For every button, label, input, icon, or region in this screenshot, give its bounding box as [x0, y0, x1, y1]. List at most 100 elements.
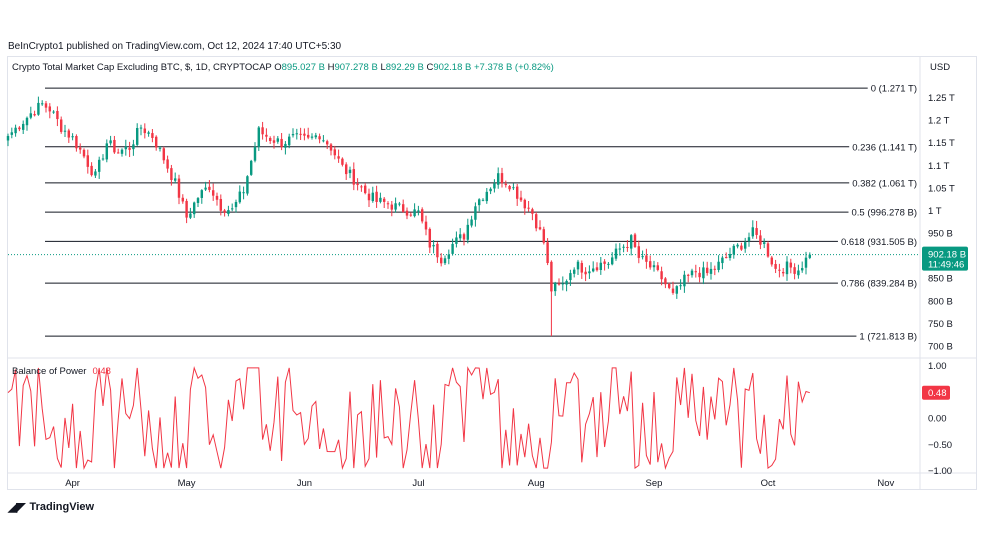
candle-body: [120, 149, 124, 154]
candle-body: [500, 173, 504, 184]
candle-body: [59, 119, 63, 132]
candle-body: [766, 243, 770, 257]
candle-body: [588, 271, 591, 274]
fib-level-label: 0 (1.271 T): [871, 84, 917, 95]
candle-body: [394, 203, 397, 210]
candle-body: [276, 138, 280, 142]
price-tick-label: 1.2 T: [928, 116, 950, 127]
candle-body: [295, 133, 299, 135]
candle-body: [447, 254, 451, 259]
candle-body: [211, 190, 215, 196]
candle-body: [356, 183, 359, 186]
candle-body: [675, 286, 679, 294]
candle-body: [538, 227, 542, 230]
candle-body: [90, 165, 93, 176]
fib-label-bg: [837, 235, 920, 249]
candle-body: [299, 133, 302, 135]
candle-body: [230, 208, 234, 210]
candle-body: [542, 229, 546, 243]
candle-body: [622, 246, 625, 248]
candle-body: [736, 244, 739, 247]
candle-body: [686, 274, 690, 276]
candle-body: [40, 103, 44, 105]
price-badge-value: 902.18 B: [928, 250, 966, 261]
price-tick-label: 850 B: [928, 274, 953, 285]
candle-body: [177, 178, 181, 198]
candle-body: [679, 285, 682, 287]
fib-level-label: 0.618 (931.505 B): [841, 237, 917, 248]
candle-body: [284, 143, 287, 148]
candle-body: [702, 267, 705, 279]
candle-body: [348, 169, 352, 174]
candle-body: [341, 158, 344, 165]
candle-body: [420, 209, 424, 222]
candle-body: [789, 262, 793, 268]
candle-body: [633, 234, 637, 247]
candle-body: [272, 140, 276, 143]
candle-body: [227, 210, 230, 214]
candles: [6, 96, 812, 337]
candle-body: [390, 204, 394, 210]
candle-body: [565, 280, 568, 285]
candle-body: [515, 186, 519, 199]
candle-body: [208, 186, 211, 190]
candle-body: [546, 242, 549, 264]
candle-body: [75, 136, 78, 149]
candle-body: [200, 190, 204, 198]
candle-body: [443, 258, 447, 264]
candle-body: [21, 123, 25, 130]
candle-body: [690, 270, 694, 276]
candle-body: [322, 140, 325, 142]
candle-body: [607, 263, 610, 265]
candle-body: [33, 114, 36, 116]
axes: 1.25 T 1.2 T 1.15 T 1.1 T 1.05 T 1 T 950 B 850 …: [8, 56, 977, 490]
time-tick-label: Sep: [646, 478, 663, 489]
candle-body: [534, 214, 538, 229]
close-value: 902.18 B: [433, 62, 472, 73]
price-tick-label: 1 T: [928, 206, 942, 217]
candle-body: [223, 210, 226, 213]
candle-body: [481, 199, 485, 201]
candle-body: [367, 193, 371, 201]
bop-tick-label: 0.00: [928, 414, 947, 425]
candle-body: [371, 192, 375, 202]
candle-body: [382, 198, 386, 202]
bop-badge-value: 0.48: [928, 388, 947, 399]
candle-body: [755, 228, 758, 235]
candle-body: [196, 198, 200, 203]
price-badge: [922, 246, 968, 271]
bop-indicator-label[interactable]: Balance of Power 0.48: [12, 366, 111, 377]
candle-body: [610, 257, 614, 265]
candle-body: [531, 209, 534, 214]
fib-label-bg: [867, 82, 920, 96]
candle-body: [242, 192, 245, 194]
candle-body: [101, 158, 105, 160]
candle-body: [717, 261, 720, 270]
candle-body: [94, 171, 97, 176]
candle-body: [489, 188, 492, 192]
candle-body: [257, 127, 261, 147]
candle-body: [78, 147, 82, 150]
candle-body: [641, 256, 644, 258]
candle-body: [162, 148, 166, 161]
candle-body: [280, 138, 283, 148]
candle-body: [743, 242, 747, 249]
candle-body: [705, 267, 709, 274]
candle-body: [375, 191, 378, 202]
price-tick-label: 1.15 T: [928, 138, 955, 149]
candle-body: [151, 133, 154, 138]
fib-label-bg: [849, 177, 920, 191]
price-badge-countdown: 11:49:46: [928, 260, 964, 271]
candle-body: [599, 262, 603, 270]
candle-body: [25, 117, 29, 126]
currency-selector[interactable]: USD: [930, 62, 951, 73]
candle-body: [333, 149, 337, 156]
tradingview-logo[interactable]: ◢◤ TradingView: [8, 500, 94, 514]
time-tick-label: Oct: [761, 478, 776, 489]
candle-body: [360, 186, 363, 188]
bop-title: Balance of Power: [12, 366, 87, 377]
candle-body: [234, 201, 238, 208]
candle-body: [337, 156, 340, 159]
bop-tick-label: −1.00: [928, 466, 952, 477]
